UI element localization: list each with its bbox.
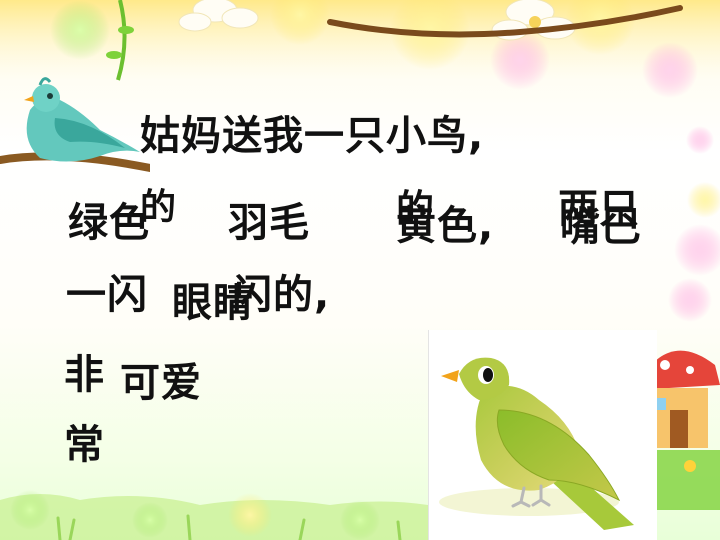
poem-line-2-green: 绿色 [68, 200, 150, 246]
top-flower-left [178, 0, 259, 32]
perched-teal-bird-icon [0, 77, 150, 172]
bird-picture [428, 330, 657, 540]
poem-line-2-de: 的 [140, 187, 178, 228]
poem-line-4-fei: 非 [64, 352, 105, 398]
green-bird-illustration-icon [439, 357, 634, 530]
poem-line-5-chang: 常 [64, 422, 105, 468]
poem-line-3-flash: 一闪 [66, 272, 148, 318]
poem-line-2-de-2: 的 [396, 187, 436, 231]
poem-line-2-yellow: 黄色, [396, 203, 495, 249]
poem-line-2-feather: 羽毛 [228, 200, 310, 246]
poem-line-3-eyes: 眼睛 [172, 280, 254, 326]
poem-line-4-cute: 可爱 [120, 360, 202, 406]
poem-line-2-beak: 嘴巴 [560, 204, 642, 250]
poem-line-2-two: 两只 [558, 186, 640, 232]
poem-line-3-flash-2: 闪的, [232, 272, 331, 318]
poem-line-1: 姑妈送我一只小鸟, [140, 113, 485, 159]
